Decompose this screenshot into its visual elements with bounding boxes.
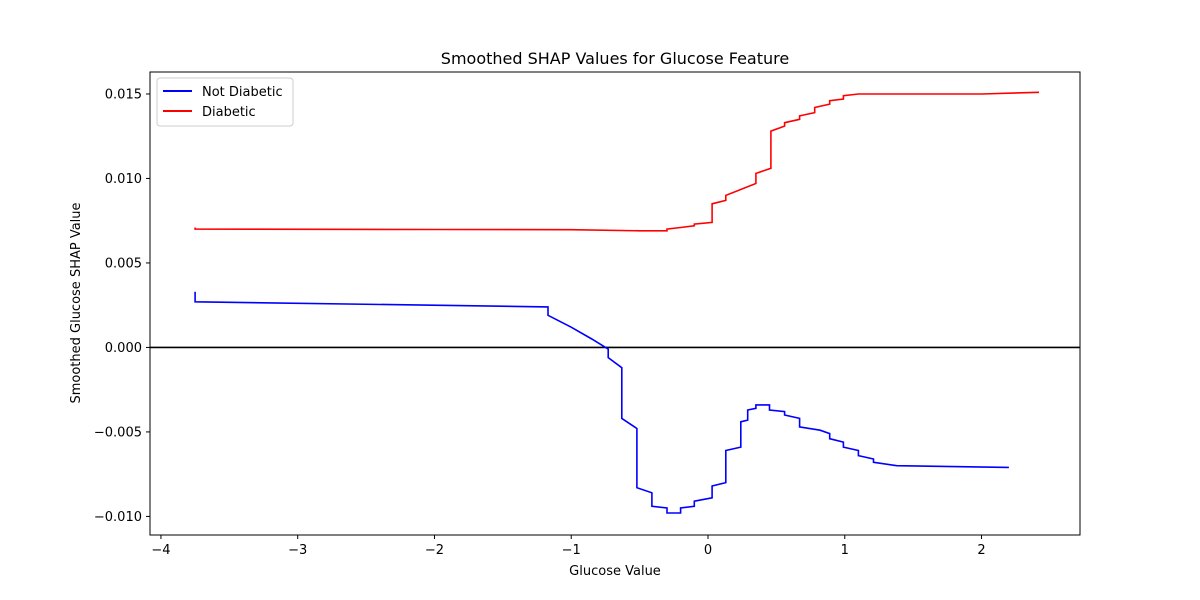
- legend-label-diabetic: Diabetic: [202, 105, 256, 120]
- axes-frame: [149, 71, 1081, 536]
- y-tick-label: −0.005: [94, 425, 142, 440]
- x-tick-label: −3: [288, 543, 307, 558]
- y-tick-label: −0.010: [94, 510, 142, 525]
- legend-label-not-diabetic: Not Diabetic: [202, 85, 283, 100]
- x-tick-label: −4: [151, 543, 170, 558]
- plot-area: −4 −3 −2 −1 0 1 2 −0.010 −0.005 0.000 0.005 0.010 0.…: [94, 71, 1081, 558]
- y-tick-label: 0.010: [105, 172, 142, 187]
- chart-title: Smoothed SHAP Values for Glucose Feature: [441, 49, 789, 68]
- x-tick-label: 1: [841, 543, 849, 558]
- x-tick-label: 2: [977, 543, 985, 558]
- x-tick-label: −2: [425, 543, 444, 558]
- y-tick-label: 0.005: [105, 256, 142, 271]
- series-line-diabetic: [194, 91, 1040, 232]
- y-tick-label: 0.000: [105, 341, 142, 356]
- x-tick-label: 0: [704, 543, 712, 558]
- x-axis-label: Glucose Value: [569, 564, 661, 579]
- x-tick-label: −1: [562, 543, 581, 558]
- y-axis-label: Smoothed Glucose SHAP Value: [69, 202, 84, 403]
- series-line-not-diabetic: [194, 291, 1009, 514]
- y-tick-label: 0.015: [105, 87, 142, 102]
- legend: Not Diabetic Diabetic: [156, 77, 294, 127]
